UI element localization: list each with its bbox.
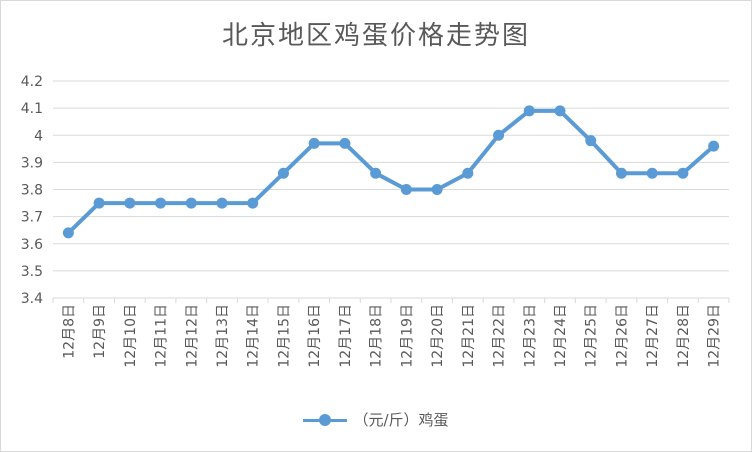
series-line	[66, 108, 716, 235]
y-tick-label: 3.6	[21, 237, 43, 253]
x-tick-label: 12月16日	[307, 304, 323, 368]
data-point	[155, 197, 167, 209]
x-tick-label: 12月14日	[246, 304, 262, 368]
data-point	[554, 105, 566, 117]
y-tick-label: 3.5	[21, 264, 43, 280]
y-tick-label: 3.7	[21, 210, 43, 226]
data-point	[339, 137, 351, 149]
data-point	[462, 167, 474, 179]
data-point	[93, 197, 105, 209]
data-point	[646, 167, 658, 179]
x-tick-label: 12月29日	[707, 304, 723, 368]
x-tick-label: 12月27日	[645, 304, 661, 368]
y-tick-label: 3.9	[21, 155, 43, 171]
data-point	[708, 140, 720, 152]
y-tick-label: 4.2	[21, 74, 43, 90]
data-point	[277, 167, 289, 179]
x-tick-label: 12月12日	[184, 304, 200, 368]
x-tick-label: 12月11日	[154, 304, 170, 368]
x-tick-label: 12月19日	[399, 304, 415, 368]
y-tick-label: 4	[34, 128, 43, 144]
data-point	[308, 137, 320, 149]
data-point	[124, 197, 136, 209]
y-tick-label: 3.8	[21, 183, 43, 199]
data-point	[400, 184, 412, 195]
x-tick-label: 12月24日	[553, 304, 569, 368]
data-point	[370, 167, 382, 179]
x-tick-label: 12月23日	[522, 304, 538, 368]
x-tick-label: 12月21日	[461, 304, 477, 368]
data-point	[677, 167, 689, 179]
data-point	[185, 197, 197, 209]
data-point	[615, 167, 627, 179]
x-tick-label: 12月20日	[430, 304, 446, 368]
data-point	[216, 197, 228, 209]
y-tick-label: 3.4	[21, 291, 43, 307]
legend-marker-icon	[303, 413, 348, 427]
x-tick-label: 12月9日	[92, 304, 108, 359]
x-tick-label: 12月26日	[614, 304, 630, 368]
data-point	[247, 197, 259, 209]
x-tick-label: 12月13日	[215, 304, 231, 368]
x-tick-label: 12月22日	[492, 304, 508, 368]
legend: （元/斤）鸡蛋	[1, 409, 751, 430]
x-tick-label: 12月8日	[61, 304, 77, 359]
x-tick-label: 12月18日	[369, 304, 385, 368]
chart-title: 北京地区鸡蛋价格走势图	[221, 21, 530, 51]
x-tick-label: 12月25日	[584, 304, 600, 368]
x-tick-label: 12月15日	[276, 304, 292, 368]
x-tick-label: 12月17日	[338, 304, 354, 368]
legend-label: （元/斤）鸡蛋	[353, 411, 449, 429]
data-point	[523, 105, 535, 117]
data-point	[62, 227, 74, 239]
data-point	[431, 184, 443, 195]
x-tick-label: 12月10日	[123, 304, 139, 368]
data-point	[585, 135, 597, 147]
data-point	[493, 129, 505, 141]
y-tick-label: 4.1	[21, 101, 43, 117]
x-tick-label: 12月28日	[676, 304, 692, 368]
